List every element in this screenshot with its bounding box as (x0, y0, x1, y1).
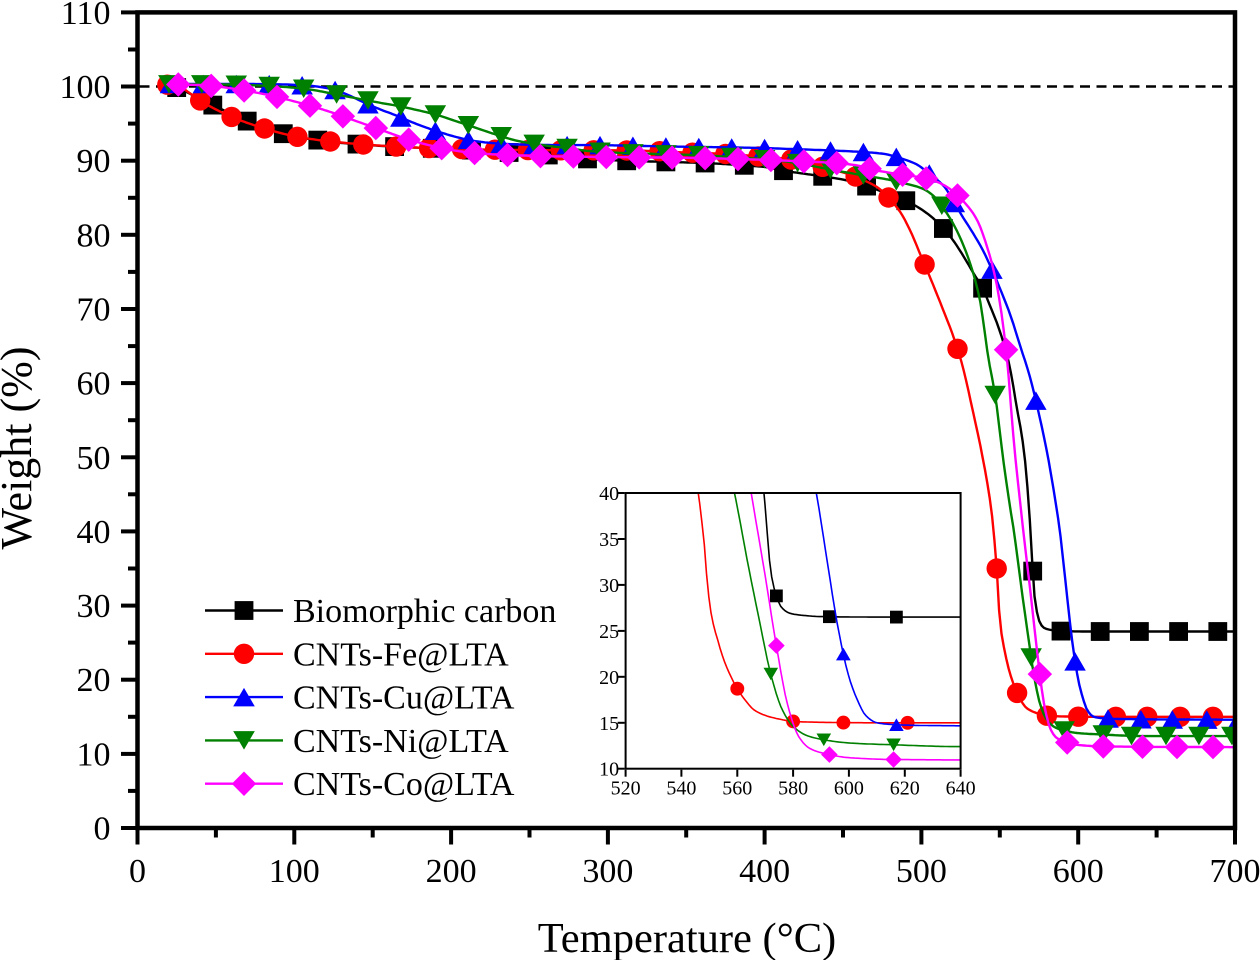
svg-text:Biomorphic carbon: Biomorphic carbon (293, 593, 556, 630)
svg-text:20: 20 (599, 667, 619, 689)
svg-text:20: 20 (77, 662, 111, 699)
svg-text:10: 10 (77, 736, 111, 773)
svg-text:50: 50 (77, 440, 111, 477)
svg-text:400: 400 (739, 853, 790, 890)
svg-text:540: 540 (666, 778, 696, 800)
svg-text:90: 90 (77, 143, 111, 180)
svg-text:700: 700 (1210, 853, 1260, 890)
svg-text:Weight (%): Weight (%) (0, 347, 41, 550)
svg-text:110: 110 (61, 0, 111, 32)
svg-text:0: 0 (129, 853, 146, 890)
svg-text:560: 560 (722, 778, 752, 800)
svg-text:25: 25 (599, 621, 619, 643)
svg-text:200: 200 (426, 853, 477, 890)
svg-text:300: 300 (582, 853, 633, 890)
svg-text:40: 40 (77, 514, 111, 551)
svg-text:600: 600 (834, 778, 864, 800)
svg-text:60: 60 (77, 366, 111, 403)
svg-text:600: 600 (1053, 853, 1104, 890)
svg-text:100: 100 (60, 69, 111, 106)
svg-text:580: 580 (778, 778, 808, 800)
svg-text:80: 80 (77, 217, 111, 254)
svg-text:0: 0 (94, 811, 111, 848)
svg-text:100: 100 (269, 853, 320, 890)
svg-text:500: 500 (896, 853, 947, 890)
svg-text:35: 35 (599, 529, 619, 551)
svg-text:CNTs-Fe@LTA: CNTs-Fe@LTA (293, 636, 509, 673)
svg-text:640: 640 (946, 778, 976, 800)
svg-text:520: 520 (611, 778, 641, 800)
svg-text:15: 15 (599, 713, 619, 735)
svg-text:CNTs-Co@LTA: CNTs-Co@LTA (293, 766, 515, 803)
svg-text:30: 30 (77, 588, 111, 625)
svg-text:620: 620 (890, 778, 920, 800)
svg-text:CNTs-Cu@LTA: CNTs-Cu@LTA (293, 680, 515, 717)
svg-text:30: 30 (599, 575, 619, 597)
svg-text:Temperature (°C): Temperature (°C) (538, 915, 836, 960)
svg-text:70: 70 (77, 292, 111, 329)
svg-text:CNTs-Ni@LTA: CNTs-Ni@LTA (293, 723, 509, 760)
svg-text:40: 40 (599, 483, 619, 505)
